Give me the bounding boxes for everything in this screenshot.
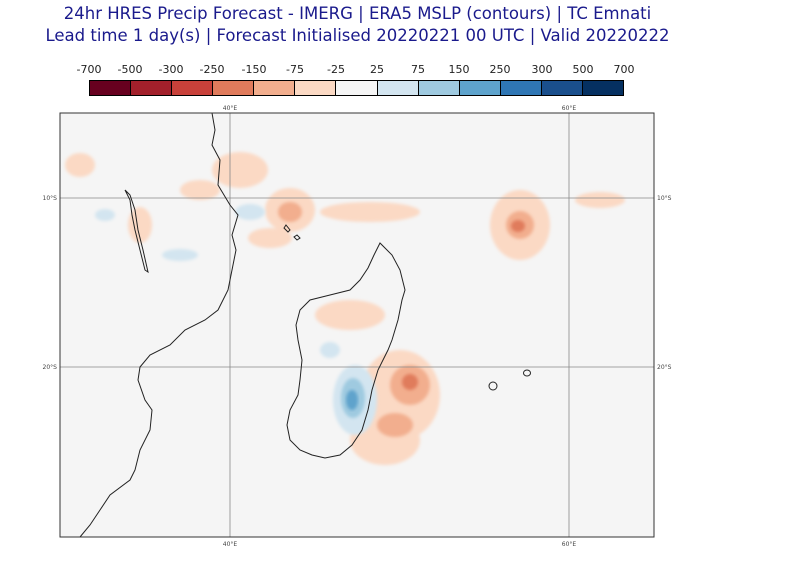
colorbar-segment [254,81,296,95]
lat-label-right-20s: 20°S [657,364,672,371]
colorbar-tick-label: 500 [572,63,594,76]
colorbar-segment [336,81,378,95]
colorbar-tick-label: 75 [411,63,425,76]
colorbar-labels: -700 -500 -300 -250 -150 -75 -25 25 75 1… [0,63,800,77]
colorbar-segment [131,81,173,95]
colorbar-tick-label: -700 [76,63,102,76]
lat-label-left-20s: 20°S [43,364,58,371]
title-line-2: Lead time 1 day(s) | Forecast Initialise… [45,26,670,45]
graticule [60,113,654,537]
title-line-1: 24hr HRES Precip Forecast - IMERG | ERA5… [63,4,652,23]
map-frame [59,112,655,538]
colorbar-segment [213,81,255,95]
colorbar-segment [541,81,583,95]
colorbar-tick-label: 25 [370,63,384,76]
colorbar [89,80,624,96]
colorbar-segment [500,81,542,95]
colorbar-segment [295,81,337,95]
colorbar-segment [90,81,132,95]
colorbar-tick-label: -250 [199,63,225,76]
colorbar-tick-label: -300 [158,63,184,76]
colorbar-tick-label: -150 [241,63,267,76]
colorbar-tick-label: 150 [448,63,470,76]
colorbar-segment [172,81,214,95]
lon-label-bottom-60e: 60°E [562,541,577,548]
colorbar-tick-label: 300 [531,63,553,76]
lat-label-left-10s: 10°S [43,195,58,202]
colorbar-tick-label: -500 [117,63,143,76]
lon-label-bottom-40e: 40°E [223,541,238,548]
coastline [79,112,531,538]
colorbar-tick-label: -75 [286,63,304,76]
lat-label-right-10s: 10°S [657,195,672,202]
colorbar-segment [459,81,501,95]
lon-label-top-40e: 40°E [223,105,238,112]
colorbar-tick-label: -25 [327,63,345,76]
colorbar-segment [377,81,419,95]
colorbar-tick-label: 250 [489,63,511,76]
colorbar-tick-label: 700 [613,63,635,76]
lon-label-top-60e: 60°E [562,105,577,112]
colorbar-segment [418,81,460,95]
colorbar-segment [582,81,624,95]
